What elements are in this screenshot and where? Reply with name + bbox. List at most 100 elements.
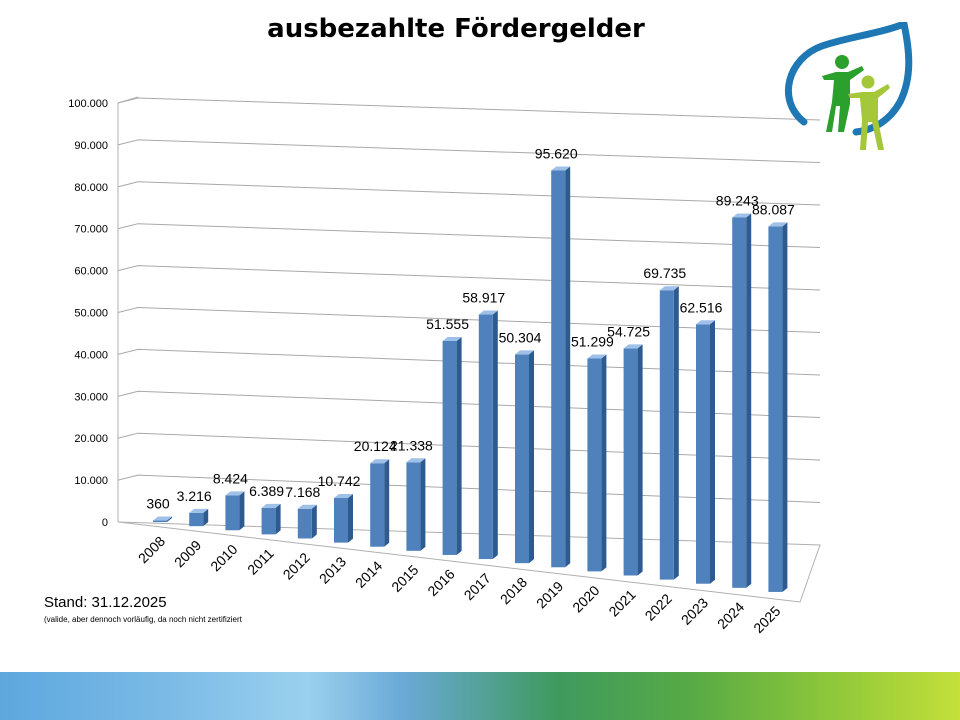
x-tick-label: 2014 — [352, 557, 385, 590]
bar-front — [732, 217, 747, 588]
x-tick-label: 2009 — [171, 537, 204, 570]
bar-side — [311, 504, 317, 539]
bar-side — [275, 503, 281, 535]
data-label: 7.168 — [285, 484, 320, 500]
stand-note-text: (valide, aber dennoch vorläufig, da noch… — [44, 615, 242, 624]
bar — [551, 166, 571, 568]
bar-top — [370, 459, 390, 464]
data-label: 360 — [146, 496, 170, 512]
bar-top — [406, 458, 426, 463]
bar-side — [782, 222, 788, 592]
bar-side — [348, 494, 353, 543]
bar — [623, 344, 643, 576]
data-label: 21.338 — [390, 437, 433, 453]
data-label: 88.087 — [752, 201, 795, 217]
x-tick-label: 2023 — [678, 594, 711, 627]
data-label: 20.124 — [354, 438, 397, 454]
data-label: 69.735 — [643, 265, 686, 281]
bar — [153, 516, 172, 523]
bar-front — [659, 290, 674, 580]
bar-chart: 0 10.000 20.000 30.000 40.000 50.000 60.000 70.… — [68, 96, 821, 636]
data-label: 3.216 — [177, 488, 212, 504]
x-tick-label: 2010 — [207, 541, 240, 574]
bar-top — [551, 166, 571, 171]
data-label: 58.917 — [462, 290, 505, 306]
gridline — [117, 306, 821, 333]
bar-top — [732, 213, 752, 218]
bar-front — [478, 314, 493, 560]
y-tick-label: 50.000 — [74, 308, 108, 320]
x-tick-label: 2011 — [244, 545, 277, 578]
gridline — [117, 139, 821, 163]
bar-front — [768, 226, 783, 592]
y-tick-label: 60.000 — [74, 266, 108, 278]
y-tick-label: 80.000 — [74, 182, 108, 194]
y-tick-label: 20.000 — [74, 433, 108, 445]
x-tick-label: 2020 — [569, 582, 602, 615]
footer-gradient-band — [0, 672, 960, 720]
data-label: 8.424 — [213, 470, 248, 486]
bar — [297, 504, 317, 539]
bar-front — [261, 507, 276, 535]
data-label: 51.299 — [571, 333, 614, 349]
y-tick-label: 70.000 — [74, 224, 108, 236]
bar-side — [565, 166, 571, 568]
bar-top — [623, 344, 643, 349]
bar — [370, 459, 390, 547]
bar-top — [442, 336, 462, 341]
bar-top — [659, 286, 679, 291]
bar-top — [334, 494, 353, 499]
y-tick-labels: 0 10.000 20.000 30.000 40.000 50.000 60.000 70.… — [68, 98, 108, 529]
bar-front — [515, 354, 529, 564]
bar-top — [587, 354, 607, 359]
y-tick-label: 100.000 — [68, 98, 108, 110]
data-label: 89.243 — [716, 192, 759, 208]
data-label: 62.516 — [680, 299, 723, 315]
bar-side — [492, 310, 498, 560]
bar — [334, 494, 353, 543]
y-tick-label: 40.000 — [74, 349, 108, 361]
bar-side — [239, 491, 245, 531]
bar-top — [478, 310, 498, 315]
x-tick-label: 2012 — [280, 549, 313, 582]
bar — [189, 508, 209, 527]
data-label: 6.389 — [249, 483, 284, 499]
bar-front — [225, 495, 240, 531]
bar-side — [384, 459, 390, 547]
bar — [732, 213, 752, 588]
bar-front — [442, 340, 457, 555]
gridline — [117, 181, 821, 206]
bar-side — [673, 286, 679, 580]
x-tick-label: 2008 — [135, 533, 168, 566]
bar-front — [587, 358, 602, 572]
bar-top — [153, 516, 172, 521]
x-tick-label: 2016 — [424, 566, 457, 599]
data-label: 51.555 — [426, 316, 469, 332]
bar-front — [623, 348, 638, 576]
bar-side — [746, 213, 752, 588]
x-tick-label: 2022 — [642, 590, 675, 623]
chart-title: ausbezahlte Fördergelder — [267, 14, 645, 44]
x-tick-label: 2024 — [714, 598, 747, 631]
y-tick-label: 10.000 — [74, 475, 108, 487]
y-tick-label: 0 — [102, 517, 108, 529]
bar-front — [370, 463, 385, 547]
x-tick-label: 2013 — [316, 553, 349, 586]
bar-side — [167, 516, 172, 523]
bar — [696, 320, 715, 584]
x-tick-label: 2018 — [497, 574, 530, 607]
bar-side — [456, 336, 462, 555]
bar-front — [153, 520, 167, 523]
bar — [659, 286, 679, 580]
bar — [406, 458, 426, 551]
bar — [225, 491, 245, 531]
x-tick-label: 2025 — [750, 603, 783, 636]
bar — [768, 222, 788, 592]
y-tick-label: 30.000 — [74, 391, 108, 403]
bar — [442, 336, 462, 555]
bar-top — [261, 503, 281, 508]
bar-front — [406, 462, 421, 551]
bar-side — [601, 354, 607, 572]
gridline — [117, 97, 821, 121]
